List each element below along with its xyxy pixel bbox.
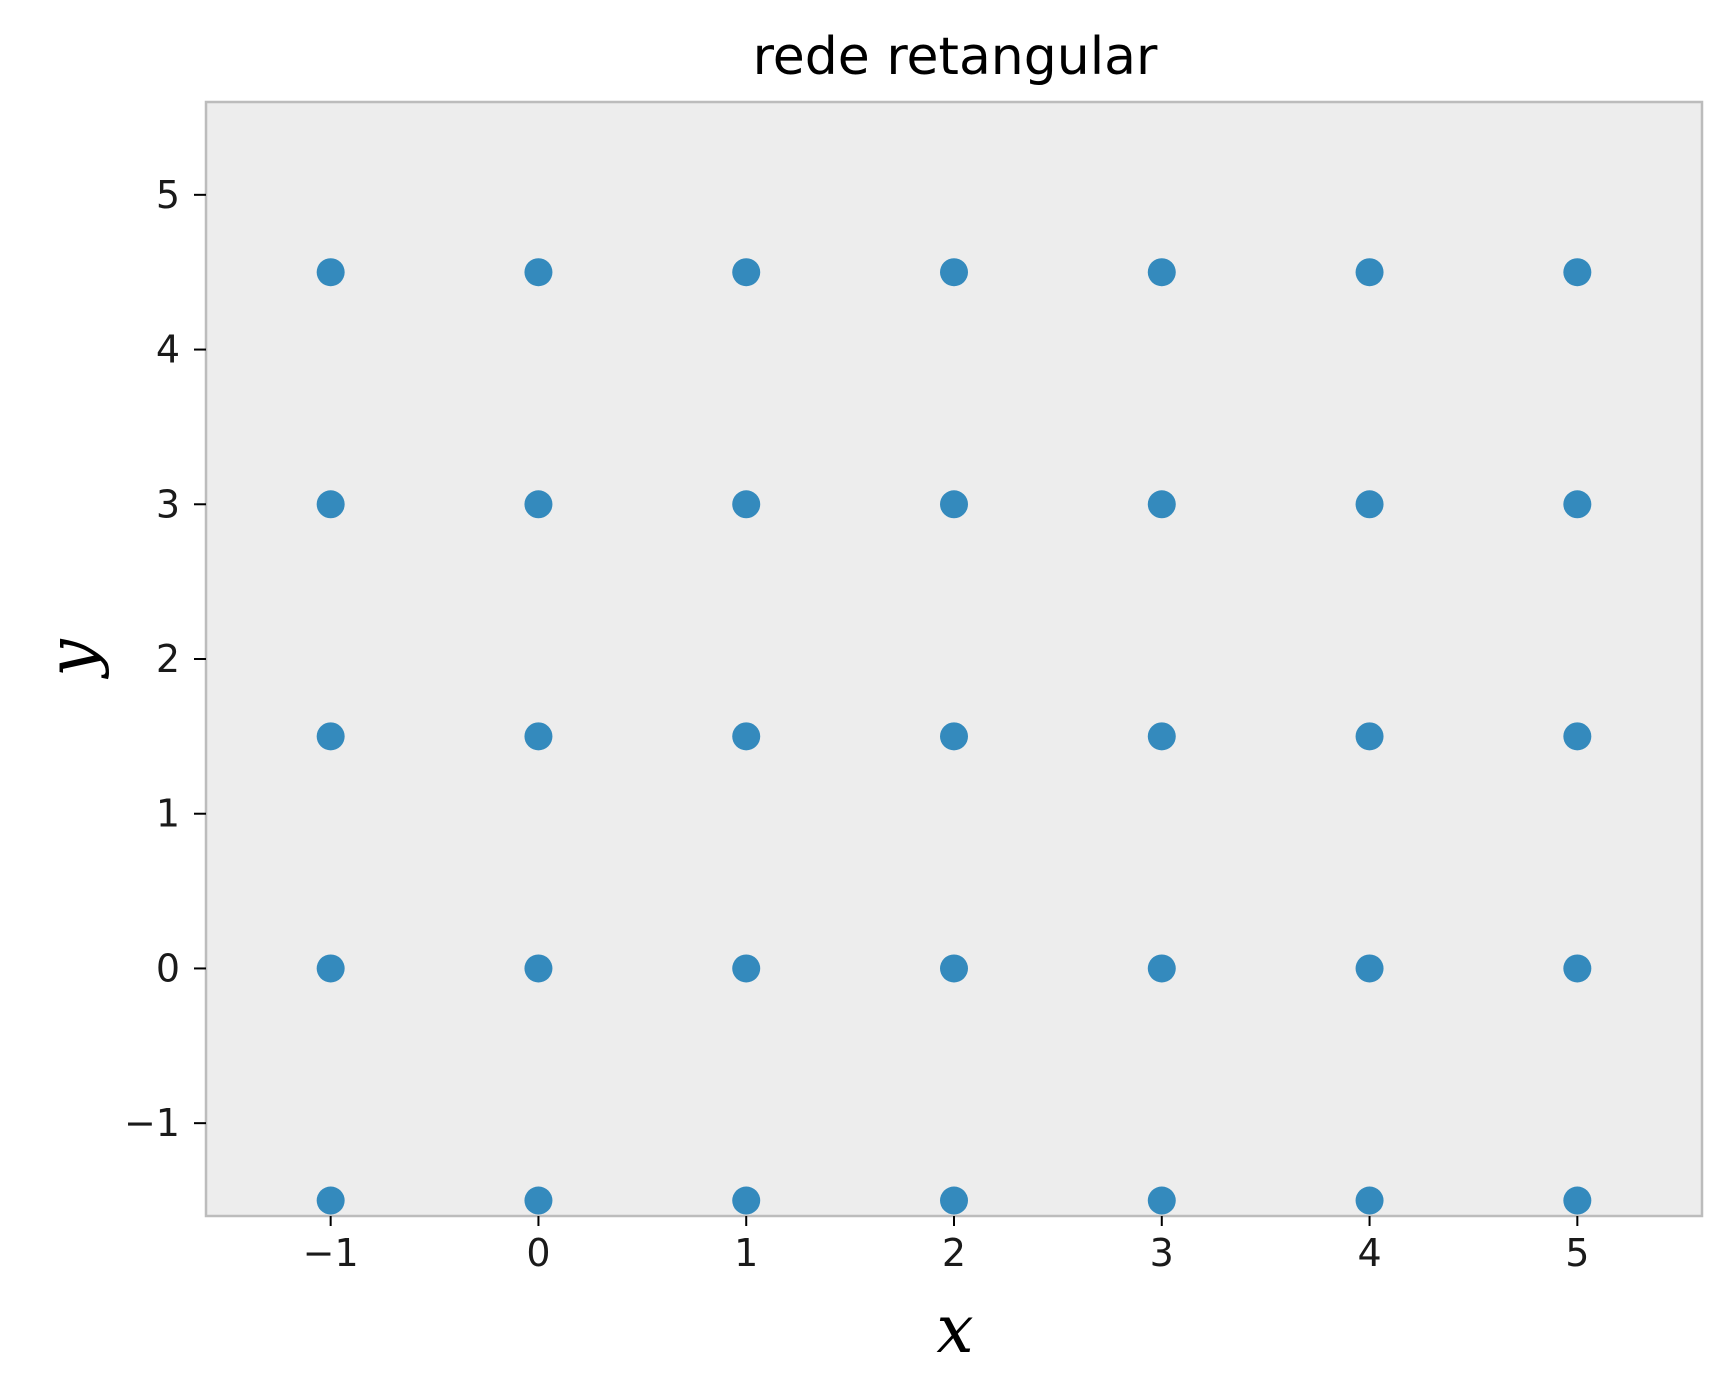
scatter-point: [732, 1186, 761, 1215]
data-points: [316, 258, 1592, 1215]
scatter-point: [732, 258, 761, 287]
scatter-point: [1147, 954, 1176, 983]
y-tick-label: 5: [156, 173, 180, 217]
scatter-point: [1563, 954, 1592, 983]
x-axis-label: x: [936, 1291, 973, 1368]
scatter-point: [940, 1186, 968, 1215]
scatter-point: [732, 722, 761, 751]
scatter-point: [524, 1186, 553, 1215]
y-tick-label: 2: [156, 637, 180, 681]
scatter-point: [940, 258, 968, 287]
scatter-point: [316, 954, 345, 983]
scatter-point: [1355, 490, 1384, 519]
scatter-point: [316, 722, 345, 751]
y-tick-label: 1: [156, 792, 180, 836]
scatter-point: [940, 954, 968, 983]
scatter-point: [316, 1186, 345, 1215]
x-tick-label: 4: [1357, 1231, 1381, 1275]
x-tick-label: 1: [734, 1231, 758, 1275]
scatter-point: [940, 490, 968, 519]
x-tick-label: 5: [1565, 1231, 1589, 1275]
x-tick-label: 3: [1150, 1231, 1174, 1275]
scatter-point: [1147, 490, 1176, 519]
scatter-point: [1355, 722, 1384, 751]
scatter-point: [1147, 1186, 1176, 1215]
scatter-point: [1563, 490, 1592, 519]
scatter-point: [316, 258, 345, 287]
y-axis-label: y: [33, 639, 110, 680]
y-axis: −1 0 1 2 3 4 5: [124, 173, 206, 1145]
scatter-point: [524, 722, 553, 751]
chart-title: rede retangular: [753, 27, 1158, 87]
scatter-point: [524, 954, 553, 983]
x-tick-label: 2: [942, 1231, 966, 1275]
scatter-point: [1355, 954, 1384, 983]
scatter-point: [1147, 258, 1176, 287]
scatter-point: [524, 490, 553, 519]
scatter-point: [1563, 258, 1592, 287]
x-axis: −1 0 1 2 3 4 5: [303, 1216, 1589, 1275]
y-tick-label: −1: [124, 1101, 180, 1145]
scatter-point: [524, 258, 553, 287]
scatter-point: [1563, 722, 1592, 751]
scatter-point: [732, 954, 761, 983]
scatter-point: [940, 722, 968, 751]
scatter-point: [1355, 258, 1384, 287]
scatter-point: [1355, 1186, 1384, 1215]
scatter-point: [732, 490, 761, 519]
x-tick-label: 0: [526, 1231, 550, 1275]
y-tick-label: 3: [156, 482, 180, 526]
scatter-point: [316, 490, 345, 519]
y-tick-label: 0: [156, 946, 180, 990]
scatter-point: [1563, 1186, 1592, 1215]
scatter-point: [1147, 722, 1176, 751]
x-tick-label: −1: [303, 1231, 359, 1275]
y-tick-label: 4: [156, 328, 180, 372]
plot-area: [204, 100, 1704, 1218]
